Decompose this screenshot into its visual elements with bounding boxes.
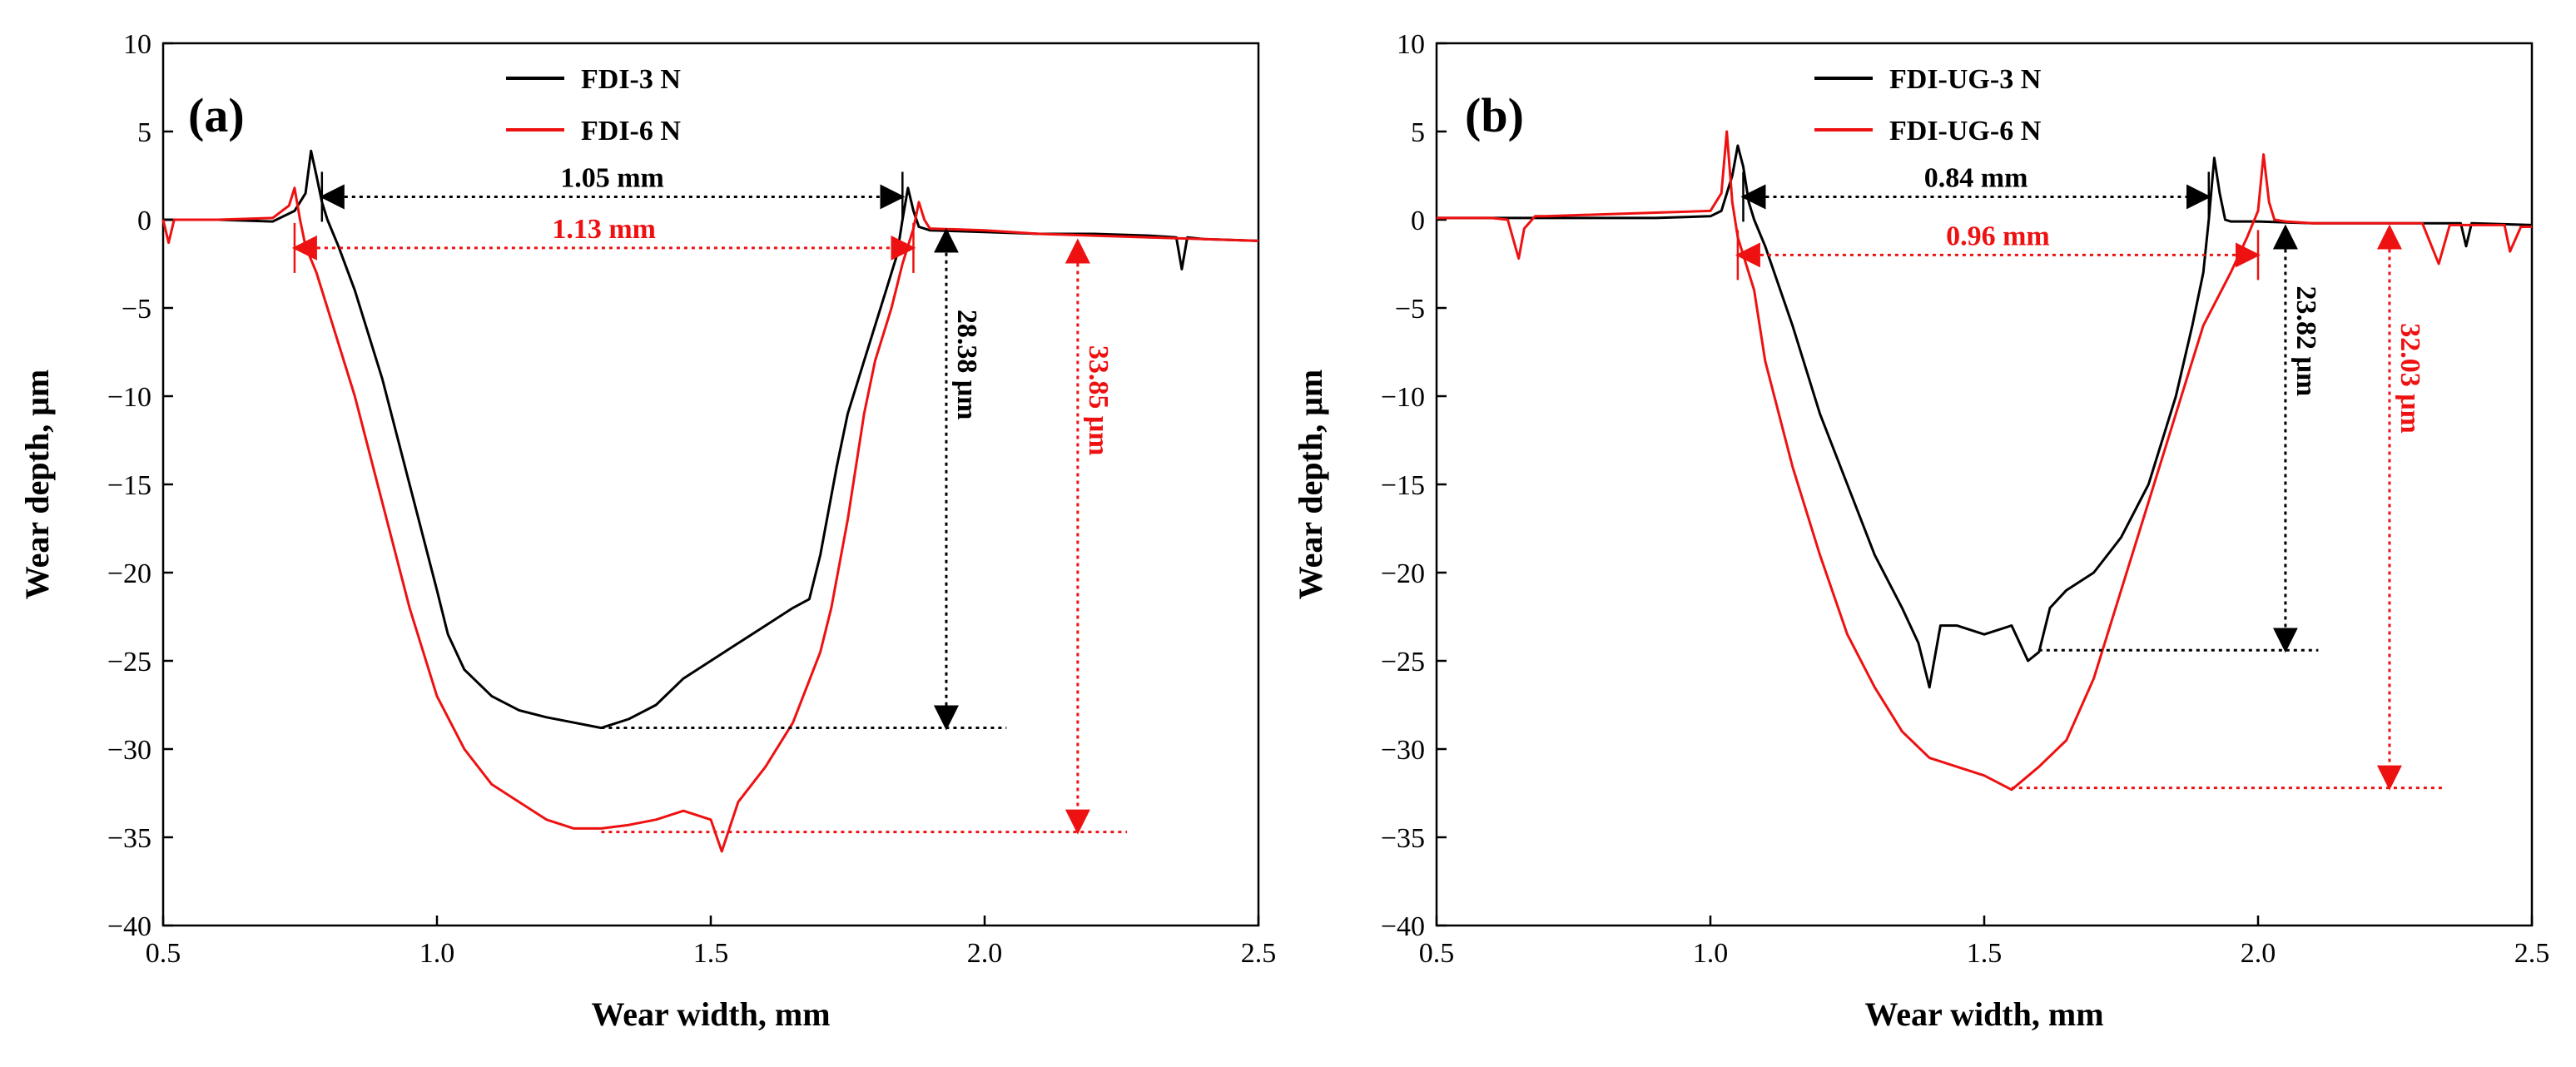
y-tick-label: 5 — [137, 117, 151, 148]
y-tick-label: −5 — [1395, 294, 1425, 325]
chart-panel-b: 0.5 1.0 1.5 2.0 2.5 10 5 0 −5 −10 −15 −20 −25 −30 −35 −… — [1292, 29, 2549, 1033]
axis-ticks: 0.5 1.0 1.5 2.0 2.5 10 5 0 −5 −10 −15 −20 −25 −30 −35 −… — [107, 29, 1276, 969]
y-axis-label: Wear depth, μm — [18, 370, 56, 599]
y-tick-label: 0 — [1411, 206, 1425, 236]
y-tick-label: −10 — [107, 382, 151, 413]
legend: FDI-UG-3 N FDI-UG-6 N — [1814, 64, 2042, 146]
x-tick-label: 0.5 — [146, 938, 181, 969]
y-tick-label: −35 — [107, 823, 151, 854]
y-tick-label: −25 — [107, 647, 151, 677]
depth-dimension-label: 32.03 μm — [2395, 323, 2425, 434]
width-dimension-label: 0.96 mm — [1946, 221, 2050, 251]
x-axis-label: Wear width, mm — [1864, 995, 2103, 1033]
series-line-fdi-3-n — [163, 149, 1259, 730]
x-tick-label: 1.5 — [1967, 938, 2003, 969]
plot-area-frame — [161, 42, 1260, 927]
y-tick-label: 0 — [137, 206, 151, 236]
width-dimension-label: 1.05 mm — [560, 162, 664, 193]
y-tick-label: −25 — [1381, 647, 1425, 677]
y-tick-label: −10 — [1381, 382, 1425, 413]
y-tick-label: −30 — [107, 735, 151, 766]
panel-label: (b) — [1465, 88, 1524, 142]
y-tick-label: 10 — [1397, 29, 1425, 60]
series-lines — [161, 149, 1259, 853]
y-tick-label: −20 — [107, 558, 151, 589]
y-tick-label: −20 — [1381, 558, 1425, 589]
depth-dimension-label: 33.85 μm — [1083, 345, 1114, 456]
axis-ticks: 0.5 1.0 1.5 2.0 2.5 10 5 0 −5 −10 −15 −20 −25 −30 −35 −… — [1381, 29, 2549, 969]
y-tick-label: −15 — [107, 470, 151, 501]
width-dimension-label: 1.13 mm — [552, 214, 656, 245]
legend-label-fdi-ug-3n: FDI-UG-3 N — [1889, 64, 2042, 95]
legend: FDI-3 N FDI-6 N — [506, 64, 681, 146]
depth-dimension-label: 28.38 μm — [951, 310, 982, 420]
legend-label-fdi-ug-6n: FDI-UG-6 N — [1889, 116, 2042, 146]
x-tick-label: 2.5 — [2514, 938, 2550, 969]
x-tick-label: 2.0 — [2241, 938, 2276, 969]
annotations: 1.05 mm 1.13 mm 28.38 μm 33.85 μm — [291, 162, 1128, 835]
y-tick-label: −35 — [1381, 823, 1425, 854]
x-tick-label: 2.0 — [967, 938, 1003, 969]
y-tick-label: −40 — [1381, 911, 1425, 942]
x-tick-label: 1.5 — [693, 938, 729, 969]
y-tick-label: −5 — [122, 294, 151, 325]
panel-label: (a) — [188, 88, 245, 142]
annotations: 0.84 mm 0.96 mm 23.82 μm 32.03 μm — [1735, 162, 2444, 791]
y-tick-label: −15 — [1381, 470, 1425, 501]
x-tick-label: 0.5 — [1419, 938, 1455, 969]
y-tick-label: −40 — [107, 911, 151, 942]
y-axis-label: Wear depth, μm — [1292, 370, 1329, 599]
depth-dimension-label: 23.82 μm — [2291, 286, 2321, 397]
series-line-fdi-6-n — [161, 186, 1259, 853]
width-dimension-label: 0.84 mm — [1924, 162, 2028, 193]
legend-label-fdi-6n: FDI-6 N — [581, 116, 681, 146]
legend-label-fdi-3n: FDI-3 N — [581, 64, 681, 95]
x-tick-label: 1.0 — [1693, 938, 1729, 969]
y-tick-label: −30 — [1381, 735, 1425, 766]
chart-panel-a: 0.5 1.0 1.5 2.0 2.5 10 5 0 −5 −10 −15 −20 −25 −30 −35 −… — [18, 29, 1276, 1033]
x-axis-label: Wear width, mm — [591, 995, 830, 1033]
y-tick-label: 5 — [1411, 117, 1425, 148]
y-tick-label: 10 — [123, 29, 151, 60]
x-tick-label: 2.5 — [1241, 938, 1277, 969]
x-tick-label: 1.0 — [419, 938, 455, 969]
series-line-fdi-ug-6-n — [1437, 130, 2532, 792]
